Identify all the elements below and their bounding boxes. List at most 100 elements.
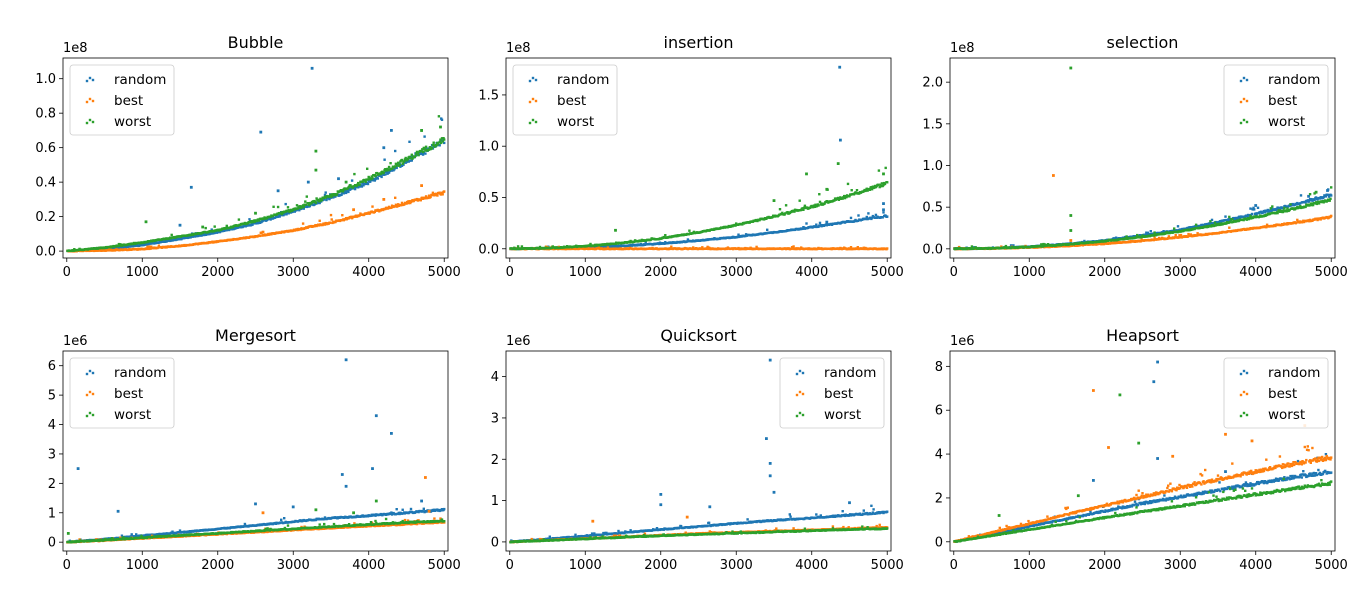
data-point (337, 177, 340, 181)
data-point (1187, 232, 1190, 236)
data-point (849, 246, 853, 249)
legend-label: random (1268, 72, 1320, 88)
data-point (881, 216, 884, 219)
data-point (1330, 214, 1333, 218)
data-point (317, 198, 320, 202)
data-point (438, 140, 441, 144)
data-point (705, 247, 708, 250)
data-point (801, 207, 804, 210)
data-point (407, 160, 410, 163)
data-point (427, 196, 430, 200)
data-point (440, 137, 444, 140)
data-point (838, 65, 842, 69)
data-point (396, 164, 399, 167)
data-point (857, 214, 860, 217)
data-point (1139, 240, 1143, 243)
data-point (178, 223, 182, 227)
data-point (855, 247, 859, 251)
data-point (1172, 230, 1175, 234)
data-point (754, 247, 758, 250)
data-point (381, 170, 384, 173)
x-tick-label: 3000 (277, 265, 310, 280)
data-point (400, 204, 403, 207)
data-point (849, 220, 852, 223)
data-point (1152, 234, 1155, 237)
data-point (825, 200, 828, 203)
data-point (1315, 217, 1319, 220)
data-point (388, 168, 392, 171)
x-tick-label: 3000 (720, 265, 753, 280)
data-point (364, 180, 367, 183)
data-point (812, 205, 815, 209)
data-point (1314, 190, 1318, 194)
data-point (864, 217, 868, 221)
data-point (423, 147, 426, 151)
data-point (147, 246, 150, 249)
data-point (204, 226, 207, 230)
data-point (253, 220, 256, 223)
data-point (383, 158, 386, 161)
data-point (405, 160, 408, 164)
data-point (516, 245, 520, 248)
data-point (1224, 215, 1227, 218)
data-point (856, 246, 859, 249)
axes-frame (62, 57, 449, 259)
data-point (1195, 234, 1199, 237)
data-point (1269, 207, 1272, 210)
data-point (880, 185, 883, 188)
data-point (686, 238, 690, 241)
data-point (247, 223, 250, 227)
data-point (701, 246, 704, 249)
data-point (443, 190, 446, 193)
data-point (352, 185, 355, 188)
data-point (358, 185, 361, 188)
data-point (387, 169, 390, 172)
legend-marker (1239, 118, 1249, 125)
data-point (286, 209, 289, 213)
data-point (301, 204, 305, 207)
data-point (633, 240, 636, 244)
data-point (302, 207, 305, 210)
data-point (1136, 233, 1139, 237)
data-point (1311, 203, 1315, 207)
data-point (1299, 205, 1302, 208)
x-tick-label: 1000 (569, 265, 602, 280)
data-point (1251, 208, 1254, 211)
data-point (849, 193, 853, 196)
data-point (224, 226, 228, 230)
data-point (1140, 235, 1143, 239)
data-point (814, 203, 817, 206)
data-point (130, 533, 133, 536)
data-point (1308, 204, 1311, 207)
data-point (855, 189, 859, 192)
data-point (252, 219, 256, 222)
data-point (120, 534, 124, 537)
data-point (395, 166, 398, 170)
data-point (365, 178, 368, 181)
data-point (390, 206, 393, 209)
data-point (1209, 220, 1212, 223)
data-point (1327, 195, 1331, 198)
legend-label: best (1268, 93, 1297, 109)
data-point (318, 219, 321, 222)
data-point (1289, 203, 1292, 206)
data-point (306, 180, 310, 184)
axis-offset-text: 1e8 (506, 41, 531, 56)
data-point (606, 246, 610, 249)
data-point (1178, 234, 1181, 237)
data-point (1250, 212, 1254, 216)
data-point (318, 201, 321, 205)
data-point (850, 189, 853, 192)
data-point (400, 158, 404, 162)
data-point (440, 141, 443, 145)
data-point (269, 218, 272, 221)
data-point (156, 246, 160, 249)
data-point (285, 213, 288, 216)
data-point (435, 144, 438, 147)
data-point (818, 193, 821, 196)
data-point (849, 216, 853, 220)
data-point (371, 205, 374, 208)
data-point (793, 210, 796, 213)
data-point (865, 215, 868, 219)
data-point (664, 234, 667, 237)
